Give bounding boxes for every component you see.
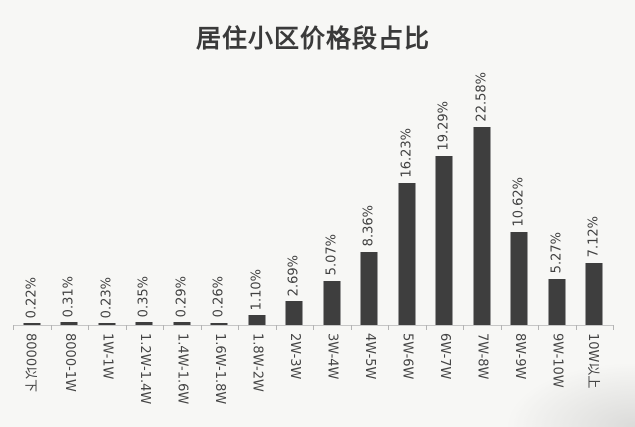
x-axis-tick <box>463 325 464 330</box>
x-axis-tick-label: 5W-6W <box>399 333 415 380</box>
x-axis-tick-label: 6W-7W <box>436 333 452 380</box>
bar <box>398 182 416 325</box>
bar <box>135 321 153 325</box>
x-axis-tick <box>163 325 164 330</box>
x-axis-tick-label: 10W以上 <box>584 333 600 389</box>
x-axis-tick <box>13 325 14 330</box>
bar <box>473 126 491 325</box>
x-axis-tick <box>538 325 539 330</box>
x-axis-tick <box>388 325 389 330</box>
bar-value-label: 0.23% <box>99 276 115 318</box>
x-axis-tick <box>125 325 127 330</box>
bar <box>60 322 78 325</box>
x-axis-tick <box>88 325 89 330</box>
bar-value-label: 16.23% <box>399 128 415 178</box>
bar-value-label: 0.31% <box>61 275 77 318</box>
bar <box>323 280 341 325</box>
bar-value-label: 7.12% <box>586 216 602 258</box>
bar-slot: 5.27% 9W-10W <box>538 0 576 427</box>
bar-value-label: 22.58% <box>474 72 490 122</box>
bar <box>173 322 191 325</box>
x-axis-tick-label: 8000以下 <box>22 333 38 393</box>
x-axis-tick-label: 4W-5W <box>361 333 377 380</box>
x-axis-tick <box>50 325 52 330</box>
bar-value-label: 1.10% <box>249 269 265 311</box>
x-axis-tick <box>500 325 502 330</box>
bar-value-label: 0.26% <box>211 276 227 318</box>
bar <box>360 251 378 325</box>
x-axis-tick-label: 1W-1W <box>99 333 115 380</box>
x-axis-tick-label: 7W-8W <box>474 333 490 380</box>
x-axis-tick-label: 9W-10W <box>549 333 565 388</box>
bar <box>210 322 228 325</box>
bar <box>23 323 41 325</box>
x-axis-tick <box>575 325 577 330</box>
bar-slot: 19.29% 6W-7W <box>426 0 464 427</box>
bar-value-label: 0.29% <box>174 276 190 318</box>
x-axis-tick <box>313 325 314 330</box>
bar <box>585 262 603 325</box>
bar-slot: 1.10% 1.8W-2W <box>238 0 276 427</box>
x-axis-tick <box>613 325 614 330</box>
bar-value-label: 0.22% <box>24 276 40 319</box>
bar-slot: 22.58% 7W-8W <box>463 0 501 427</box>
bar <box>98 322 116 325</box>
x-axis-tick <box>275 325 277 330</box>
bar-slot: 0.22% 8000以下 <box>13 0 51 427</box>
x-axis-tick <box>425 325 427 330</box>
bar-slot: 0.29% 1.4W-1.6W <box>163 0 201 427</box>
bar <box>285 301 303 325</box>
bar-value-label: 2.69% <box>286 255 302 297</box>
x-axis-tick-label: 8W-9W <box>511 333 527 380</box>
bar-value-label: 19.29% <box>436 101 452 151</box>
bar <box>510 231 528 325</box>
chart-title: 居住小区价格段占比 <box>195 24 430 53</box>
bar-slot: 0.31% 8000-1W <box>51 0 89 427</box>
bar-slot: 7.12% 10W以上 <box>576 0 614 427</box>
bar-slot: 0.35% 1.2W-1.4W <box>126 0 164 427</box>
x-axis-tick <box>350 325 352 330</box>
bar-value-label: 10.62% <box>511 177 527 227</box>
x-axis-tick <box>238 325 239 330</box>
x-axis-tick-label: 3W-4W <box>324 333 340 380</box>
bar-slot: 16.23% 5W-6W <box>388 0 426 427</box>
x-axis-tick-label: 1.8W-2W <box>249 333 265 392</box>
x-axis-tick-label: 1.6W-1.8W <box>211 333 227 405</box>
bar-slot: 5.07% 3W-4W <box>313 0 351 427</box>
x-axis-tick-label: 1.2W-1.4W <box>136 333 152 405</box>
bar-value-label: 0.35% <box>136 275 152 317</box>
x-axis-tick <box>200 325 202 330</box>
bar-slot: 10.62% 8W-9W <box>501 0 539 427</box>
x-axis-tick-label: 8000-1W <box>61 333 77 392</box>
bar-value-label: 5.27% <box>549 232 565 274</box>
bar <box>435 155 453 325</box>
x-axis-tick-label: 2W-3W <box>286 333 302 380</box>
bar-slot: 0.26% 1.6W-1.8W <box>201 0 239 427</box>
bar-slot: 0.23% 1W-1W <box>88 0 126 427</box>
bar-value-label: 8.36% <box>361 205 377 247</box>
bar-slot: 2.69% 2W-3W <box>276 0 314 427</box>
x-axis-tick-label: 1.4W-1.6W <box>174 333 190 405</box>
bar-slot: 8.36% 4W-5W <box>351 0 389 427</box>
bar-value-label: 5.07% <box>324 234 340 276</box>
bar <box>548 278 566 325</box>
bar <box>248 315 266 325</box>
